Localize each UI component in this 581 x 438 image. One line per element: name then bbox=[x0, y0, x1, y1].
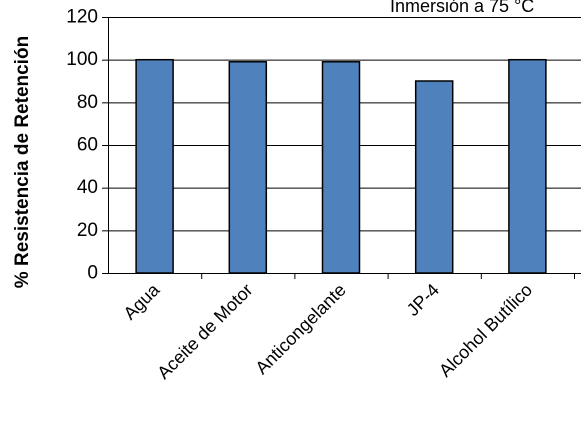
y-tick-label: 0 bbox=[87, 263, 98, 284]
bar-alcohol-but-lico bbox=[508, 58, 547, 274]
y-tick-label: 120 bbox=[66, 7, 98, 28]
x-category-label: Aceite de Motor bbox=[153, 280, 256, 383]
x-category-label: Alcohol Butílico bbox=[435, 280, 536, 381]
x-category-label: Agua bbox=[120, 279, 165, 324]
y-tick-label: 60 bbox=[77, 135, 98, 156]
y-tick-label: 80 bbox=[77, 92, 98, 113]
axes bbox=[102, 17, 581, 279]
chart-title: Inmersión a 75 °C bbox=[390, 0, 534, 16]
bar-jp-4 bbox=[414, 80, 454, 274]
bar-anticongelante bbox=[321, 61, 361, 274]
y-tick-label: 40 bbox=[77, 177, 98, 198]
x-category-label: JP-4 bbox=[403, 280, 443, 320]
bar-aceite-de-motor bbox=[228, 61, 268, 274]
y-axis-title: % Resistencia de Retención bbox=[12, 36, 33, 288]
y-tick-label: 20 bbox=[77, 220, 98, 241]
bar-agua bbox=[135, 58, 174, 274]
y-tick-labels: 0 20 40 60 80 100 120 bbox=[66, 7, 98, 284]
y-tick-label: 100 bbox=[66, 49, 98, 70]
bars bbox=[135, 58, 547, 274]
x-category-label: Anticongelante bbox=[251, 280, 349, 378]
